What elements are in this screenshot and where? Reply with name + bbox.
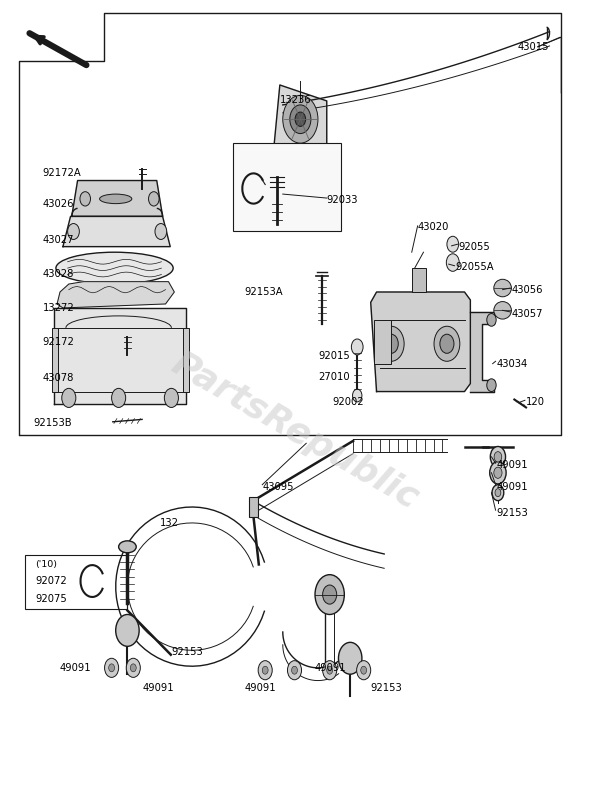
Circle shape (494, 467, 502, 479)
Polygon shape (54, 308, 186, 404)
Circle shape (68, 224, 80, 240)
Circle shape (323, 661, 337, 680)
Circle shape (353, 389, 362, 402)
Ellipse shape (100, 194, 132, 204)
Circle shape (447, 237, 459, 252)
Bar (233, 143, 342, 231)
Text: 27010: 27010 (318, 372, 350, 382)
Text: 92055: 92055 (459, 241, 491, 252)
Text: 49091: 49091 (497, 482, 528, 492)
Circle shape (434, 326, 460, 361)
Text: 49091: 49091 (142, 682, 174, 693)
Circle shape (327, 666, 333, 674)
Ellipse shape (494, 280, 511, 296)
Text: 49091: 49091 (244, 682, 276, 693)
Circle shape (108, 664, 114, 672)
Circle shape (440, 334, 454, 353)
Text: 92172: 92172 (42, 337, 74, 348)
Circle shape (287, 661, 302, 680)
Polygon shape (274, 85, 327, 146)
Text: 43095: 43095 (262, 482, 294, 492)
Text: 92072: 92072 (35, 576, 67, 586)
Circle shape (494, 451, 502, 462)
Text: ('10): ('10) (35, 560, 57, 569)
Circle shape (357, 661, 370, 680)
Ellipse shape (118, 541, 136, 553)
Polygon shape (63, 217, 170, 247)
Circle shape (360, 666, 366, 674)
Circle shape (290, 105, 311, 133)
Circle shape (384, 334, 398, 353)
Bar (412, 268, 426, 292)
Bar (183, 328, 189, 392)
Text: 43027: 43027 (42, 235, 74, 245)
Circle shape (148, 192, 159, 206)
Circle shape (62, 388, 76, 407)
Text: 92153B: 92153B (34, 419, 72, 428)
Circle shape (315, 574, 345, 614)
Text: 43015: 43015 (517, 42, 549, 52)
Text: 43028: 43028 (42, 268, 74, 279)
Text: 92015: 92015 (318, 351, 350, 360)
Text: 92033: 92033 (327, 196, 358, 205)
Text: 49091: 49091 (497, 459, 528, 470)
Circle shape (111, 388, 125, 407)
Circle shape (492, 485, 504, 501)
Polygon shape (370, 292, 471, 392)
Text: 132: 132 (160, 518, 178, 528)
Circle shape (130, 664, 136, 672)
Circle shape (283, 95, 318, 143)
Bar (25, 555, 127, 609)
Text: 92153: 92153 (171, 647, 203, 657)
Text: 92172A: 92172A (42, 169, 81, 178)
Circle shape (352, 339, 363, 355)
Text: 43056: 43056 (511, 285, 543, 296)
Polygon shape (471, 312, 494, 392)
Circle shape (339, 642, 362, 674)
Circle shape (164, 388, 178, 407)
Ellipse shape (494, 301, 511, 319)
Text: 49091: 49091 (315, 663, 347, 673)
Circle shape (115, 614, 139, 646)
Circle shape (105, 658, 118, 678)
Circle shape (495, 489, 501, 497)
Text: 43057: 43057 (511, 309, 543, 320)
Circle shape (292, 666, 297, 674)
Circle shape (446, 254, 459, 272)
Circle shape (295, 112, 306, 126)
Circle shape (258, 661, 272, 680)
Circle shape (155, 224, 167, 240)
Text: 92153: 92153 (497, 507, 528, 518)
Bar (249, 498, 258, 516)
Text: PartsRepublic: PartsRepublic (165, 347, 424, 516)
Circle shape (490, 447, 505, 467)
Text: 120: 120 (526, 397, 545, 407)
Polygon shape (57, 282, 174, 308)
Circle shape (489, 462, 506, 484)
Text: 92002: 92002 (333, 397, 364, 407)
Bar (52, 328, 58, 392)
Text: 92153: 92153 (370, 682, 402, 693)
Text: 13236: 13236 (280, 95, 312, 105)
Text: 92055A: 92055A (456, 262, 494, 272)
Bar (373, 320, 391, 364)
Text: 92075: 92075 (35, 594, 67, 603)
Circle shape (487, 379, 496, 392)
Text: 49091: 49091 (60, 663, 92, 673)
Text: 43026: 43026 (42, 200, 74, 209)
Circle shape (262, 666, 268, 674)
Circle shape (126, 658, 140, 678)
Text: 13272: 13272 (42, 303, 74, 313)
Ellipse shape (56, 252, 173, 284)
Text: 43078: 43078 (42, 373, 74, 383)
Circle shape (487, 313, 496, 326)
Text: 43034: 43034 (497, 359, 528, 368)
Text: 92153A: 92153A (244, 287, 283, 297)
Text: 43020: 43020 (418, 221, 449, 232)
Circle shape (323, 585, 337, 604)
Circle shape (378, 326, 404, 361)
Polygon shape (72, 181, 163, 217)
Circle shape (80, 192, 91, 206)
